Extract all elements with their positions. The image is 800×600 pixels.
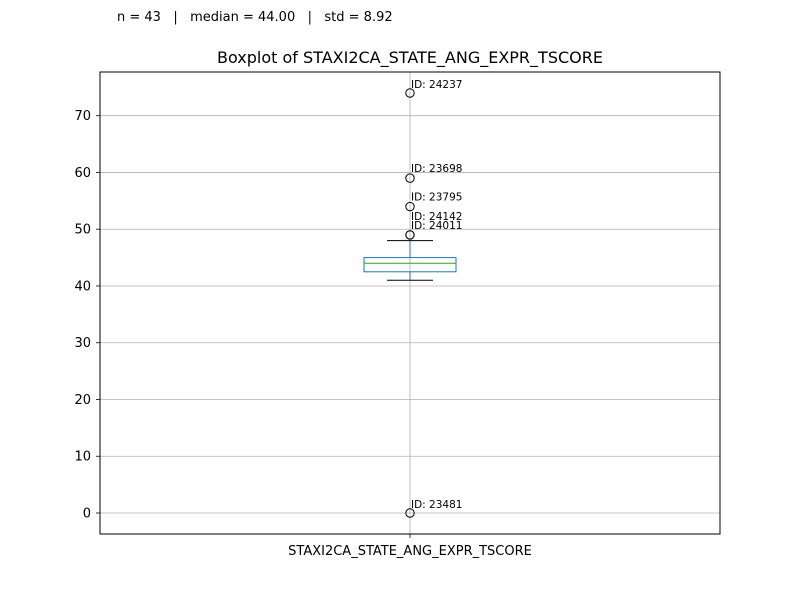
y-tick-label: 40: [74, 279, 91, 294]
x-tick-label: STAXI2CA_STATE_ANG_EXPR_TSCORE: [288, 544, 532, 559]
outlier-label: ID: 23481: [411, 499, 462, 511]
outlier-label: ID: 24142: [411, 211, 462, 223]
plot-frame: [99, 71, 721, 535]
outlier-label: ID: 23795: [411, 192, 462, 204]
y-tick-label: 70: [74, 109, 91, 124]
y-tick-label: 30: [74, 336, 91, 351]
summary-stats: n = 43 | median = 44.00 | std = 8.92: [117, 10, 393, 25]
chart-title: Boxplot of STAXI2CA_STATE_ANG_EXPR_TSCOR…: [217, 48, 603, 67]
y-tick-label: 60: [74, 166, 91, 181]
y-tick-label: 20: [74, 393, 91, 408]
outlier-label: ID: 23698: [411, 163, 462, 175]
outlier-point: [405, 230, 415, 240]
outlier-point: [405, 508, 415, 518]
y-tick-label: 10: [74, 450, 91, 465]
outlier-point: [405, 201, 415, 212]
iqr-box: [363, 257, 457, 273]
outlier-point: [405, 88, 415, 98]
outlier-point: [405, 173, 415, 183]
outlier-label: ID: 24237: [411, 79, 462, 91]
y-tick-label: 50: [74, 223, 91, 238]
y-tick-label: 0: [83, 507, 91, 522]
outlier-label: ID: 24011: [411, 220, 462, 232]
